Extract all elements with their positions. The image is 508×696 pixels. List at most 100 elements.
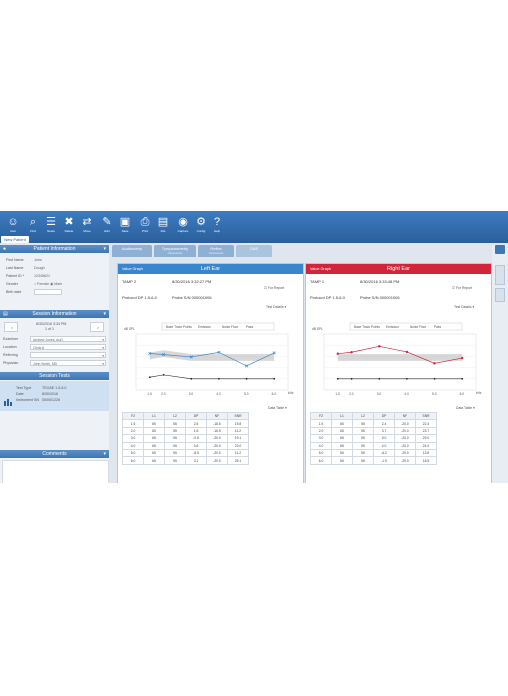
chevron-down-icon[interactable]: ▾ [103, 451, 106, 457]
test-type-label: Test Type [16, 386, 32, 390]
physician-select[interactable]: John Smith, MD ▾ [30, 360, 106, 366]
folder-button[interactable]: ▤ File [154, 215, 172, 237]
data-table-toggle[interactable]: Data Table ▾ [456, 406, 475, 410]
table-row: 1.5 65 55 2.4 -20.0 22.4 [310, 419, 437, 428]
table-cell: -6.2 [373, 448, 395, 458]
table-cell: 55 [164, 434, 186, 443]
x-tick-label: 6.0 [272, 392, 277, 396]
scroll-button[interactable] [495, 288, 505, 302]
session-test-item[interactable]: Test Type TEOAE 1.5-6.0 Date 8/30/2016 I… [0, 381, 109, 411]
test-details-toggle[interactable]: Test Details ▾ [266, 305, 286, 309]
protocol-label: Protocol DP 1.5-6.0 [122, 295, 157, 300]
user-button[interactable]: ☺ User [4, 215, 22, 237]
data-table-toggle[interactable]: Data Table ▾ [268, 406, 287, 410]
radio-male[interactable]: ◉ [50, 282, 55, 286]
left-ear-panel: Value Graph Left Ear TAMP 2 8/30/2016 3:32:… [117, 263, 304, 483]
camera-button[interactable]: ◉ Capture [174, 215, 192, 237]
for-report-label: For Report [267, 286, 285, 290]
column-header: L2 [352, 411, 374, 421]
table-cell: 5.0 [122, 448, 144, 458]
calendar-icon: ▤ [3, 311, 8, 317]
checkbox-checked-icon: ☑ [452, 286, 456, 290]
patient-id-value[interactable]: 12345621 [34, 274, 50, 278]
table-row: 2.0 65 55 1.6 -16.5 11.2 [122, 426, 249, 436]
tab-label: Tympanometry [161, 246, 189, 251]
table-cell: -20.0 [206, 441, 228, 450]
tab-label: Audiometry [121, 246, 143, 251]
sidebar: ● Patient Information ▾ First Name John … [0, 245, 109, 483]
tab-reflex[interactable]: Reflex Otoacoustic [198, 245, 234, 257]
tab-tympanometry[interactable]: Tympanometry Otoacoustic [154, 245, 196, 257]
graph-type-select[interactable]: Value Graph [310, 267, 332, 271]
chevron-down-icon[interactable]: ▾ [103, 311, 106, 317]
noise-floor-point [336, 377, 339, 380]
table-cell: 6.0 [310, 456, 332, 465]
tab-sub-label: Otoacoustic [208, 251, 224, 255]
prev-session-button[interactable]: < [4, 322, 18, 332]
pen-icon: ✎ [102, 216, 112, 228]
radio-female[interactable]: ○ [34, 282, 38, 286]
column-header: DP [185, 411, 207, 421]
session-info-header[interactable]: ▤ Session Information ▾ [0, 310, 109, 318]
location-select[interactable]: Clinic A ▾ [30, 344, 106, 350]
x-tick-label: 2.0 [161, 392, 166, 396]
birth-date-input[interactable] [34, 289, 62, 295]
noise-floor-point [148, 376, 151, 379]
trash-button[interactable]: ✖ Delete [60, 215, 78, 237]
table-cell: 55 [352, 441, 374, 450]
column-header: NF [394, 411, 416, 421]
comments-field[interactable] [2, 460, 109, 483]
note-icon: ☰ [46, 216, 56, 228]
patient-info-header[interactable]: ● Patient Information ▾ [0, 245, 109, 253]
examiner-select[interactable]: Andrew Jones, AuD ▾ [30, 336, 106, 342]
tab-label: OAE [249, 246, 259, 251]
chevron-down-icon: ▾ [472, 406, 475, 410]
expand-icon[interactable] [495, 245, 505, 254]
table-cell: -0.5 [185, 434, 207, 443]
location-value: Clinic A [33, 346, 45, 350]
legend-entry: Pass [434, 325, 441, 329]
pen-button[interactable]: ✎ Edit [98, 215, 116, 237]
note-button[interactable]: ☰ Notes [42, 215, 60, 237]
noise-floor-point [378, 377, 381, 380]
for-report-checkbox[interactable]: ☑ For Report [264, 286, 284, 290]
save-button[interactable]: ▣ Save [116, 215, 134, 237]
dp-chart: Base Trace Points Emission Noise Floor Pass… [122, 320, 298, 404]
tab-audiometry[interactable]: Audiometry [112, 245, 152, 257]
graph-type-select[interactable]: Value Graph [122, 267, 144, 271]
column-header: NF [206, 411, 228, 421]
user-icon: ☺ [7, 216, 19, 228]
gender-radios[interactable]: ○ Female ◉ Male [34, 282, 62, 286]
probe-serial: Probe S/N 000001006 [172, 295, 212, 300]
last-name-value[interactable]: Dough [34, 266, 45, 270]
save-icon: ▣ [119, 216, 131, 228]
chevron-down-icon: ▾ [102, 346, 104, 350]
table-cell: 4.0 [122, 441, 144, 450]
referring-select[interactable]: ▾ [30, 352, 106, 358]
for-report-checkbox[interactable]: ☑ For Report [452, 286, 472, 290]
table-cell: 65 [143, 434, 165, 443]
search-user-button[interactable]: ⌕ Find [24, 215, 42, 237]
new-patient-button[interactable]: New Patient [1, 236, 29, 243]
session-tests-header[interactable]: Session Tests [0, 372, 109, 380]
comments-header[interactable]: Comments ▾ [0, 450, 109, 458]
noise-floor-point [162, 373, 165, 376]
comments-title: Comments [42, 451, 67, 457]
first-name-value[interactable]: John [34, 258, 42, 262]
tab-oae[interactable]: OAE [236, 245, 272, 257]
gear-button[interactable]: ⚙ Config [192, 215, 210, 237]
last-name-label: Last Name [6, 266, 24, 270]
help-button[interactable]: ? Help [208, 215, 226, 237]
referring-label: Referring [3, 353, 18, 357]
table-cell: 2.4 [373, 419, 395, 428]
print-icon: ⎙ [140, 216, 150, 228]
next-session-button[interactable]: > [90, 322, 104, 332]
print-button[interactable]: ⎙ Print [136, 215, 154, 237]
trash-icon: ✖ [64, 216, 74, 228]
scroll-button[interactable] [495, 265, 505, 285]
test-details-toggle[interactable]: Test Details ▾ [454, 305, 474, 309]
chevron-down-icon[interactable]: ▾ [103, 246, 106, 252]
table-cell: -1.5 [373, 456, 395, 465]
arrows-button[interactable]: ⇄ Move [78, 215, 96, 237]
user-icon: ● [3, 246, 7, 252]
